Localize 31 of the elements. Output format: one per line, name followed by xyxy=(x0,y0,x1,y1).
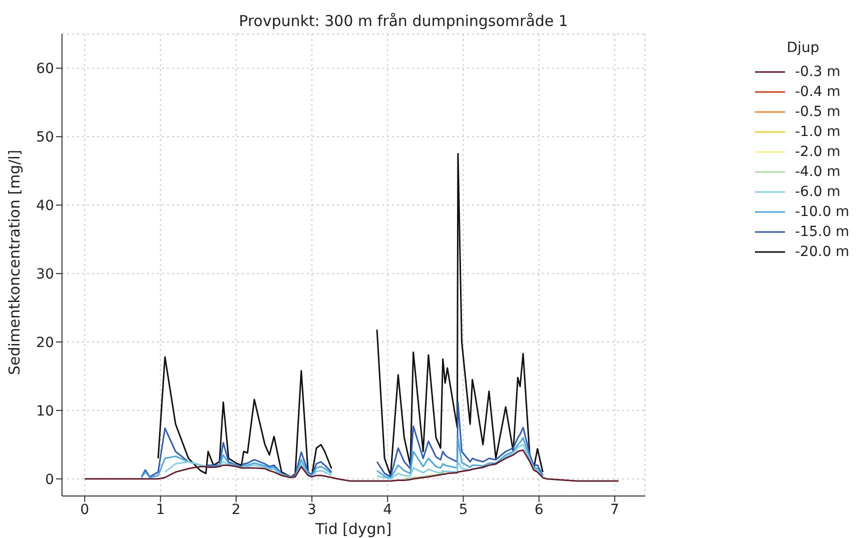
legend-title: Djup xyxy=(786,39,820,58)
x-tick-label: 1 xyxy=(156,502,165,518)
y-tick-label: 20 xyxy=(36,334,54,351)
line-series xyxy=(84,449,620,482)
legend-label: -0.5 m xyxy=(795,103,840,122)
x-tick-label: 6 xyxy=(534,502,544,518)
x-axis-title: Tid [dygn] xyxy=(314,520,392,538)
y-tick-label: 60 xyxy=(36,61,54,78)
legend-label: -10.0 m xyxy=(795,203,850,222)
legend-label: -15.0 m xyxy=(795,223,850,242)
legend-label: -0.3 m xyxy=(795,63,840,82)
legend-label: -1.0 m xyxy=(795,123,840,142)
x-tick-label: 2 xyxy=(232,502,241,518)
x-tick-label: 3 xyxy=(307,502,316,518)
legend-label: -4.0 m xyxy=(795,163,840,182)
legend-label: -0.4 m xyxy=(795,83,840,102)
x-tick-label: 7 xyxy=(610,502,620,518)
y-tick-label: 10 xyxy=(36,403,54,420)
y-tick-label: 30 xyxy=(36,266,54,283)
y-axis-title: Sedimentkoncentration [mg/l] xyxy=(5,150,24,375)
legend-label: -20.0 m xyxy=(795,243,850,262)
y-tick-label: 40 xyxy=(36,198,54,214)
y-tick-label: 50 xyxy=(36,130,54,146)
chart-title: Provpunkt: 300 m från dumpningsområde 1 xyxy=(238,12,570,30)
x-tick-label: 5 xyxy=(458,502,468,518)
legend-label: -6.0 m xyxy=(795,183,840,202)
x-tick-label: 4 xyxy=(383,502,392,518)
line-series xyxy=(403,471,446,479)
x-tick-label: 0 xyxy=(80,502,90,518)
y-tick-label: 0 xyxy=(45,472,54,488)
legend-label: -2.0 m xyxy=(795,143,840,162)
